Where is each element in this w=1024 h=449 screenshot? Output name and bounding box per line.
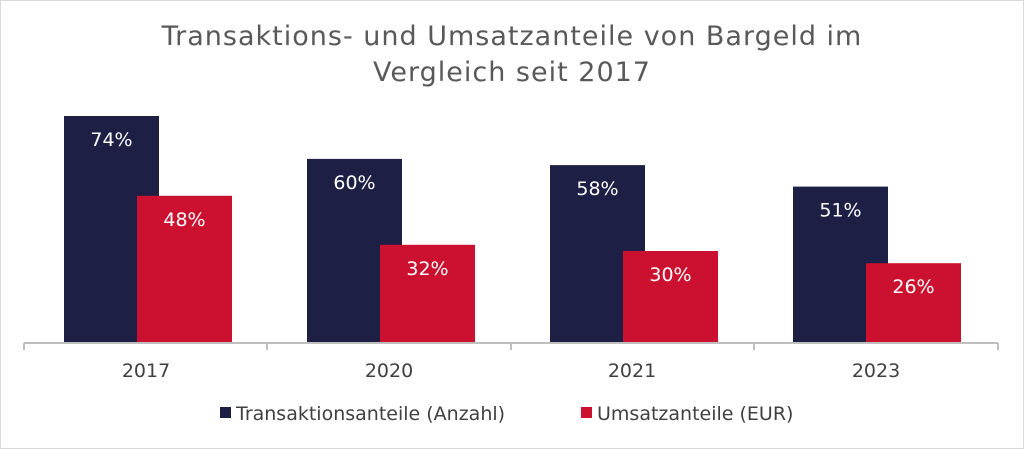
legend-swatch-transaktionsanteile xyxy=(220,407,231,418)
data-label-transaktionsanteile-2021: 58% xyxy=(576,178,618,200)
x-tick-label-2023: 2023 xyxy=(852,360,900,382)
bar-umsatzanteile-2020 xyxy=(380,244,475,343)
chart-title-line-2: Vergleich seit 2017 xyxy=(373,57,651,88)
data-label-transaktionsanteile-2017: 74% xyxy=(90,129,132,151)
legend-swatch-umsatzanteile xyxy=(581,407,592,418)
data-label-umsatzanteile-2021: 30% xyxy=(649,264,691,286)
x-tick-label-2017: 2017 xyxy=(122,360,170,382)
data-label-transaktionsanteile-2023: 51% xyxy=(819,200,861,222)
data-label-transaktionsanteile-2020: 60% xyxy=(333,172,375,194)
x-axis: 2017 2020 2021 2023 xyxy=(23,342,999,382)
bar-umsatzanteile-2023 xyxy=(866,263,961,343)
bar-umsatzanteile-2017 xyxy=(137,195,232,343)
data-label-umsatzanteile-2020: 32% xyxy=(406,258,448,280)
bars-group: 74% 48% 60% 32% 58% 30% 51% 26% xyxy=(64,116,961,343)
legend-label-umsatzanteile: Umsatzanteile (EUR) xyxy=(597,403,793,425)
x-tick-label-2020: 2020 xyxy=(365,360,413,382)
data-label-umsatzanteile-2023: 26% xyxy=(892,276,934,298)
bar-umsatzanteile-2021 xyxy=(623,251,718,343)
x-tick-label-2021: 2021 xyxy=(608,360,656,382)
legend: Transaktionsanteile (Anzahl) Umsatzanteil… xyxy=(220,403,793,425)
chart-title-line-1: Transaktions- und Umsatzanteile von Barg… xyxy=(161,21,863,52)
legend-label-transaktionsanteile: Transaktionsanteile (Anzahl) xyxy=(235,403,505,425)
data-label-umsatzanteile-2017: 48% xyxy=(163,209,205,231)
